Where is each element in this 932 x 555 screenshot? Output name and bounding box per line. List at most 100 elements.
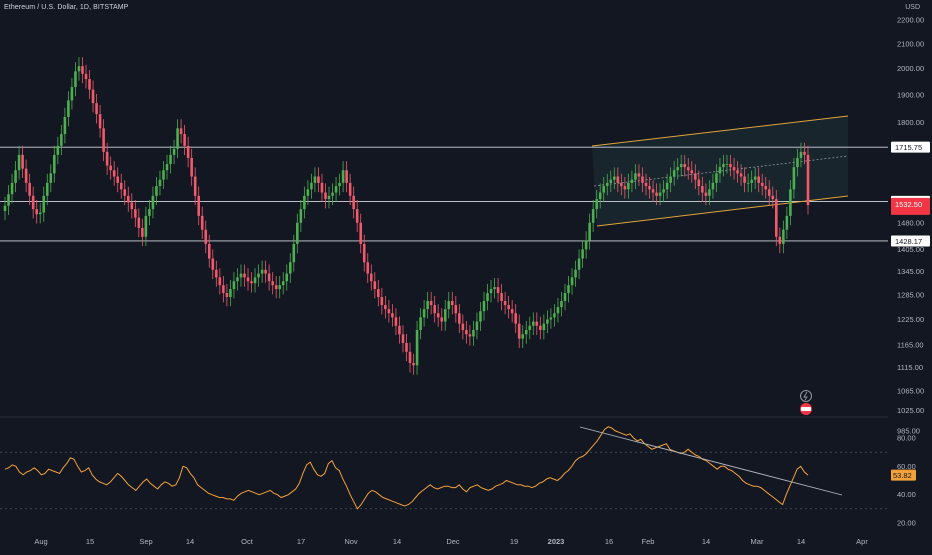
- candle-body: [193, 176, 197, 196]
- candle-body: [243, 273, 246, 278]
- candle-body: [521, 334, 525, 339]
- candle-body: [394, 317, 398, 326]
- candle-body: [355, 209, 359, 223]
- candle-body: [285, 273, 289, 282]
- price-tick-label: 985.00: [897, 427, 920, 436]
- candle-body: [253, 277, 257, 284]
- candle-body: [693, 173, 697, 180]
- candle-body: [609, 179, 613, 183]
- candle-body: [95, 103, 98, 115]
- candle-body: [144, 215, 148, 237]
- candle-body: [380, 297, 384, 306]
- candle-body: [141, 227, 144, 237]
- candle-body: [701, 186, 704, 193]
- candle-body: [200, 215, 204, 230]
- candle-body: [454, 305, 458, 314]
- candle-body: [151, 195, 155, 210]
- candle-body: [510, 309, 514, 314]
- candle-body: [722, 164, 725, 168]
- candle-body: [718, 167, 722, 174]
- earnings-icon-mark: [801, 407, 811, 411]
- candle-body: [112, 170, 116, 177]
- candle-body: [686, 167, 690, 171]
- candle-body: [764, 186, 768, 190]
- candle-body: [179, 128, 183, 135]
- candle-body: [225, 293, 229, 298]
- candle-body: [627, 182, 630, 190]
- candle-body: [778, 236, 782, 244]
- candle-body: [109, 165, 112, 171]
- x-tick-label: 15: [86, 537, 94, 546]
- candle-body: [651, 189, 655, 193]
- candle-body: [183, 134, 186, 146]
- candle-body: [479, 311, 482, 322]
- candle-body: [236, 277, 239, 282]
- candle-body: [711, 182, 715, 190]
- candle-body: [366, 262, 370, 274]
- candle-body: [665, 182, 669, 190]
- candle-body: [697, 179, 701, 187]
- candle-body: [605, 182, 609, 187]
- candle-body: [433, 305, 436, 314]
- candle-body: [443, 309, 447, 322]
- rsi-tick-label: 60.00: [897, 462, 916, 471]
- candle-body: [56, 145, 60, 155]
- candle-body: [257, 273, 260, 278]
- candle-body: [715, 173, 718, 183]
- candle-body: [419, 317, 422, 331]
- candle-body: [623, 186, 627, 190]
- candle-body: [708, 189, 711, 196]
- candle-body: [612, 176, 616, 180]
- candle-body: [528, 325, 532, 331]
- candle-body: [560, 301, 563, 308]
- channel-lower-line[interactable]: [596, 195, 849, 227]
- candle-body: [489, 289, 493, 294]
- candle-body: [35, 209, 38, 215]
- candle-body: [387, 309, 391, 314]
- x-tick-label: Sep: [139, 537, 152, 546]
- candle-body: [21, 154, 24, 169]
- candle-body: [542, 323, 546, 331]
- candle-body: [264, 269, 267, 274]
- price-tick-label: 1800.00: [897, 118, 924, 127]
- level-price-label: 1428.17: [895, 237, 922, 246]
- candle-body: [482, 301, 486, 312]
- candle-body: [14, 170, 17, 183]
- x-tick-label: Mar: [751, 537, 764, 546]
- last-price-label: 1532.50: [895, 200, 922, 209]
- candle-body: [384, 305, 387, 310]
- lightning-icon[interactable]: [800, 390, 812, 402]
- candle-body: [327, 195, 331, 200]
- candle-body: [669, 176, 672, 183]
- candle-body: [760, 182, 764, 187]
- candle-body: [553, 313, 556, 318]
- x-tick-label: 17: [297, 537, 305, 546]
- candle-body: [341, 170, 345, 183]
- candle-body: [570, 277, 574, 286]
- rsi-tick-label: 40.00: [897, 490, 916, 499]
- x-tick-label: Aug: [34, 537, 47, 546]
- channel-upper-line[interactable]: [591, 115, 849, 147]
- candle-body: [679, 164, 683, 168]
- candle-body: [218, 277, 222, 286]
- rsi-trendline[interactable]: [579, 426, 843, 496]
- candle-body: [475, 321, 479, 331]
- rsi-value-badge: [891, 469, 916, 481]
- candle-body: [158, 179, 162, 187]
- candle-body: [662, 189, 665, 193]
- candle-body: [757, 176, 760, 183]
- candle-body: [77, 66, 81, 72]
- candle-body: [98, 114, 102, 129]
- symbol-title: Ethereum / U.S. Dollar, 1D, BITSTAMP: [4, 4, 129, 11]
- candle-body: [465, 330, 468, 335]
- x-tick-label: Apr: [856, 537, 868, 546]
- candle-body: [348, 182, 352, 196]
- x-tick-label: 14: [393, 537, 401, 546]
- candle-body: [644, 182, 648, 187]
- candle-body: [155, 186, 158, 196]
- candle-body: [278, 285, 282, 290]
- rsi-tick-label: 20.00: [897, 519, 916, 528]
- candle-body: [753, 176, 757, 180]
